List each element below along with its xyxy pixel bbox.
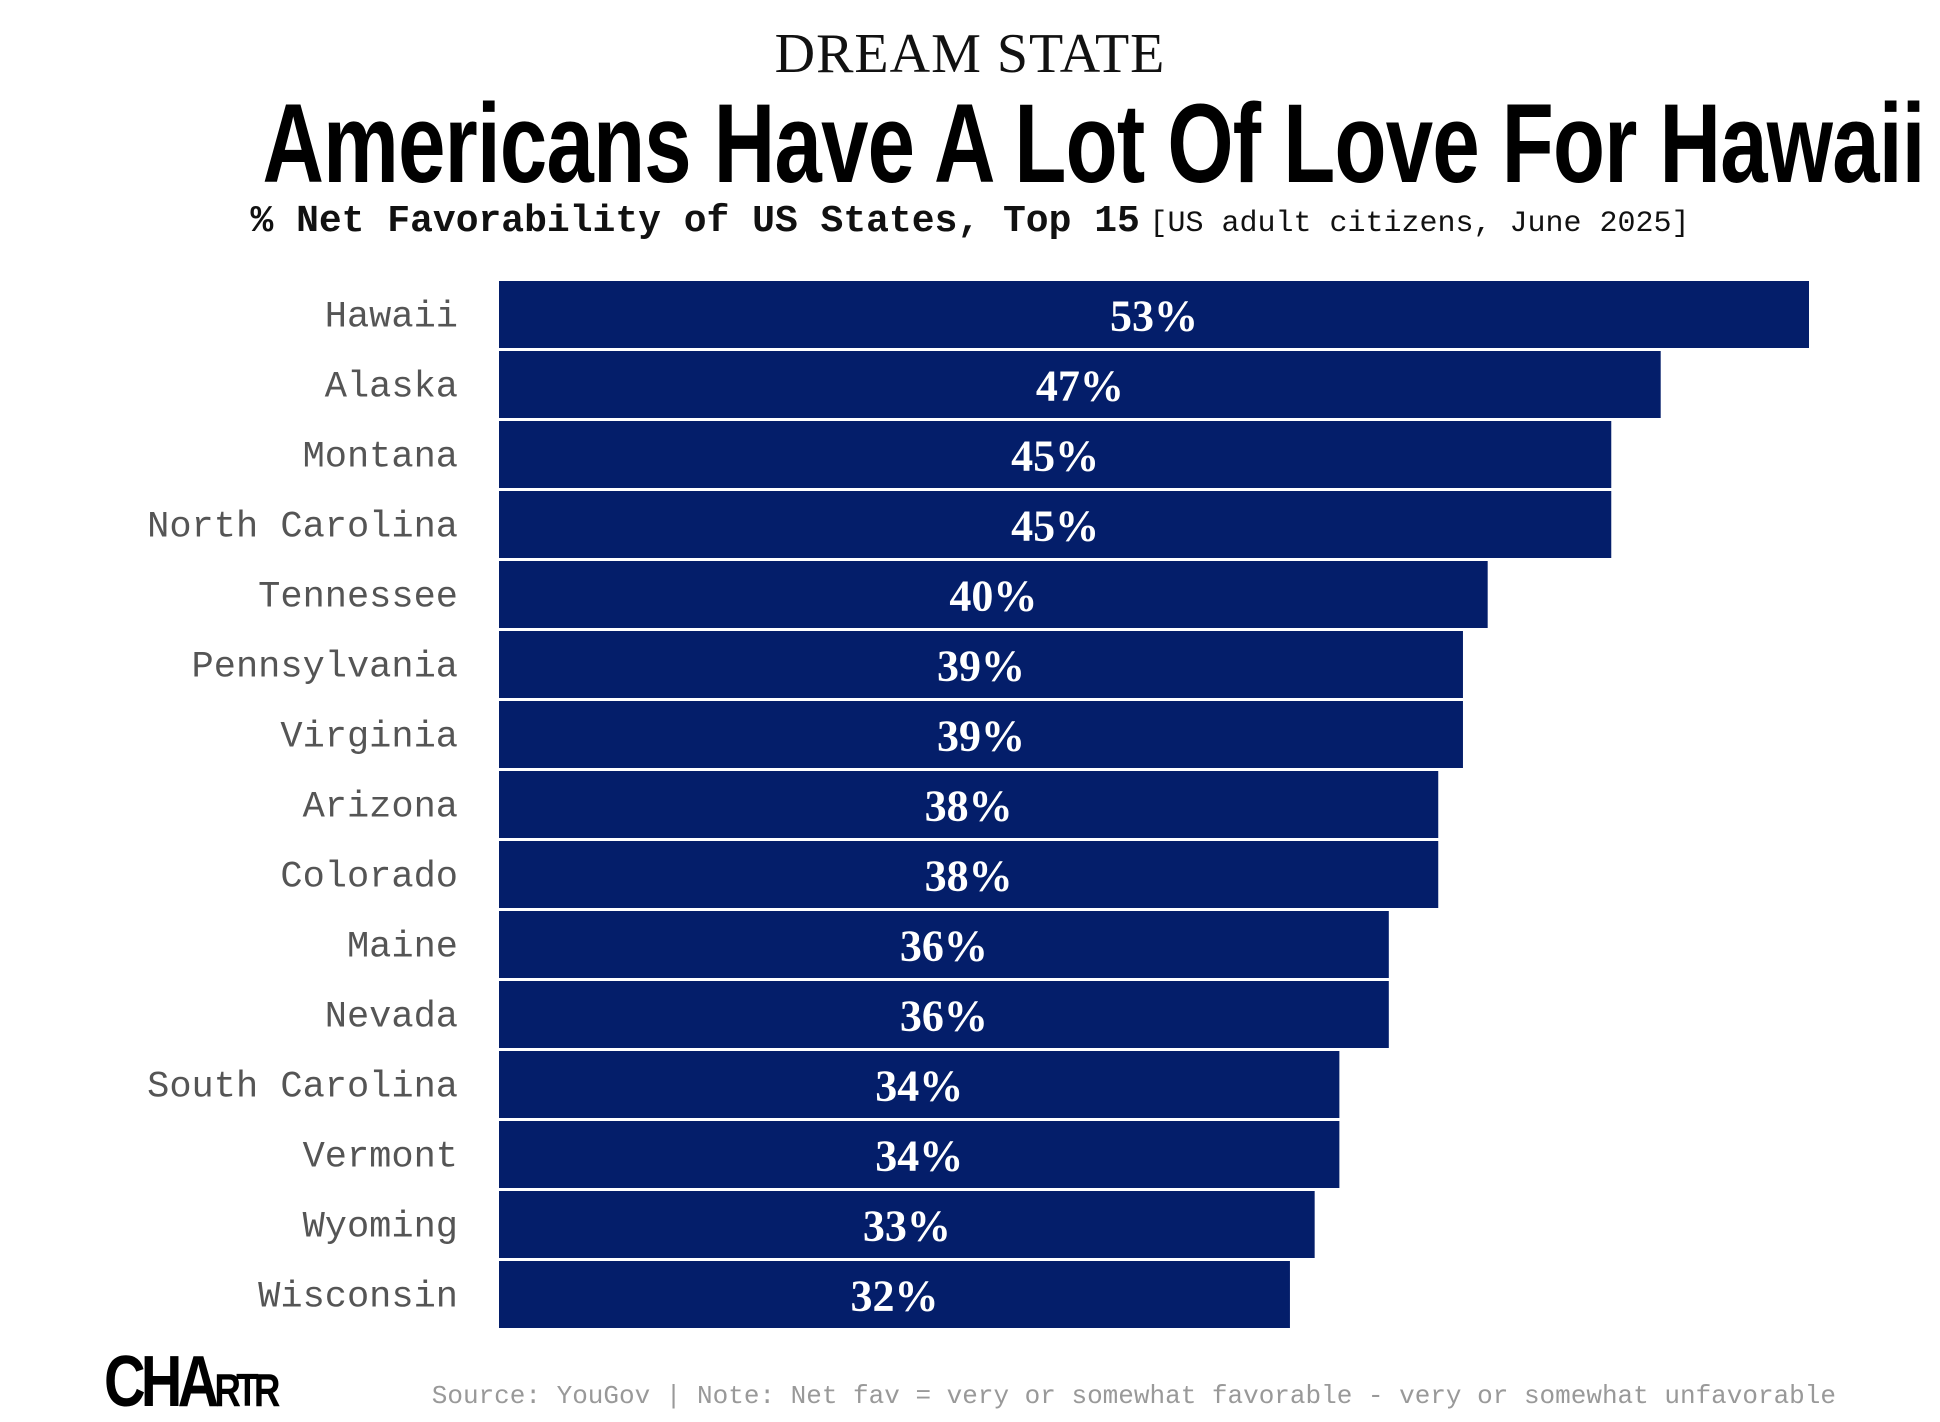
category-label: Colorado [280, 857, 458, 899]
data-label: 45% [1011, 432, 1099, 481]
category-label: Wyoming [303, 1207, 458, 1249]
bar-colorado [499, 841, 1439, 908]
data-label: 38% [925, 852, 1013, 901]
category-label: North Carolina [147, 507, 458, 549]
bar-alaska [499, 351, 1661, 418]
data-label: 36% [900, 922, 988, 971]
data-label: 33% [863, 1202, 951, 1251]
chart-title: Americans Have A Lot Of Love For Hawaii [262, 81, 1925, 206]
source-note: Source: YouGov | Note: Net fav = very or… [431, 1381, 1836, 1411]
category-label: Hawaii [325, 297, 458, 339]
chart-subtitle: % Net Favorability of US States, Top 15 … [0, 200, 1940, 243]
bar-montana [499, 421, 1612, 488]
category-label: Vermont [303, 1137, 458, 1179]
category-label: Alaska [325, 367, 458, 409]
bar-wyoming [499, 1191, 1315, 1258]
data-label: 47% [1036, 362, 1124, 411]
subtitle-main: % Net Favorability of US States, Top 15 [250, 200, 1140, 243]
data-label: 36% [900, 992, 988, 1041]
bar-hawaii [499, 281, 1809, 348]
chartr-logo: CHARTR [104, 1342, 280, 1422]
chart-kicker: DREAM STATE [774, 23, 1166, 85]
bar-virginia [499, 701, 1463, 768]
category-label: Nevada [325, 997, 458, 1039]
bar-maine [499, 911, 1389, 978]
subtitle-note: [US adult citizens, June 2025] [1149, 207, 1690, 241]
category-label: Montana [303, 437, 458, 479]
data-label: 40% [949, 572, 1037, 621]
category-label: South Carolina [147, 1067, 458, 1109]
bar-pennsylvania [499, 631, 1463, 698]
bar-nevada [499, 981, 1389, 1048]
data-label: 45% [1011, 502, 1099, 551]
data-label: 39% [937, 642, 1025, 691]
category-label: Maine [347, 927, 458, 969]
data-label: 39% [937, 712, 1025, 761]
bar-south-carolina [499, 1051, 1340, 1118]
category-label: Virginia [280, 717, 458, 759]
category-label: Arizona [303, 787, 458, 829]
bar-wisconsin [499, 1261, 1290, 1328]
bar-tennessee [499, 561, 1488, 628]
bar-north-carolina [499, 491, 1612, 558]
data-label: 34% [875, 1132, 963, 1181]
data-label: 32% [850, 1272, 938, 1321]
data-label: 34% [875, 1062, 963, 1111]
category-label: Tennessee [258, 577, 458, 619]
bar-vermont [499, 1121, 1340, 1188]
data-label: 38% [925, 782, 1013, 831]
data-label: 53% [1110, 292, 1198, 341]
bar-arizona [499, 771, 1439, 838]
category-label: Wisconsin [258, 1277, 458, 1319]
category-label: Pennsylvania [192, 647, 458, 689]
